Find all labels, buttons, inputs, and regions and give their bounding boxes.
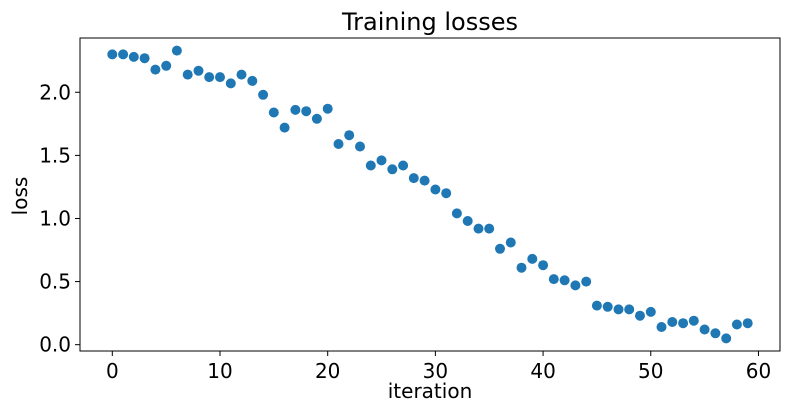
- data-point: [408, 173, 419, 184]
- data-point: [731, 319, 742, 330]
- data-point: [376, 155, 387, 166]
- data-point: [311, 113, 322, 124]
- data-point: [635, 310, 645, 321]
- x-tick-label: 10: [207, 359, 232, 383]
- y-tick-label: 0.0: [39, 333, 71, 357]
- data-point: [322, 103, 333, 114]
- data-point: [656, 322, 667, 332]
- data-point: [710, 328, 721, 339]
- data-point: [559, 275, 570, 286]
- data-point: [699, 324, 710, 335]
- data-point: [161, 60, 172, 71]
- data-point: [204, 72, 215, 83]
- data-point: [570, 280, 581, 291]
- data-point: [548, 274, 559, 285]
- data-point: [398, 160, 409, 171]
- data-point: [591, 300, 602, 311]
- data-point: [527, 253, 538, 264]
- data-point: [430, 184, 441, 195]
- data-point: [193, 65, 204, 76]
- data-point: [215, 72, 225, 83]
- data-point: [484, 223, 495, 234]
- y-tick-label: 1.5: [39, 143, 71, 167]
- data-point: [516, 262, 527, 273]
- y-tick-label: 2.0: [39, 80, 71, 104]
- data-point: [462, 216, 473, 226]
- data-point: [667, 317, 678, 327]
- data-point: [236, 69, 247, 80]
- data-point: [139, 53, 150, 64]
- data-point: [721, 333, 732, 344]
- data-point: [118, 49, 129, 60]
- x-tick-label: 60: [746, 359, 771, 383]
- data-point: [290, 104, 301, 115]
- data-point: [247, 75, 258, 86]
- data-point: [258, 89, 269, 100]
- data-point: [365, 160, 376, 171]
- data-point: [678, 318, 689, 329]
- y-tick-label: 0.5: [39, 270, 71, 294]
- data-point: [613, 304, 624, 315]
- data-point: [171, 45, 182, 56]
- data-point: [441, 188, 452, 199]
- x-axis-ticks: 0 10 20 30 40 50 60: [106, 351, 771, 383]
- data-point: [225, 78, 236, 89]
- data-point: [268, 107, 279, 118]
- data-point: [279, 122, 290, 133]
- data-point: [301, 106, 312, 117]
- data-point: [150, 64, 161, 75]
- x-tick-label: 30: [423, 359, 448, 383]
- x-axis-label: iteration: [388, 379, 473, 403]
- data-point: [581, 276, 592, 287]
- data-point: [128, 51, 139, 62]
- chart-title: Training losses: [341, 8, 518, 36]
- y-tick-label: 1.0: [39, 206, 71, 230]
- x-tick-label: 40: [530, 359, 555, 383]
- data-point: [624, 304, 635, 315]
- data-point: [645, 306, 656, 317]
- data-point: [355, 141, 365, 152]
- plot-frame: [79, 37, 781, 352]
- data-point: [495, 243, 505, 254]
- data-point: [419, 175, 430, 186]
- data-point: [742, 318, 753, 329]
- data-point: [688, 315, 699, 326]
- data-point: [451, 208, 462, 219]
- data-point: [344, 130, 355, 141]
- data-point: [538, 260, 549, 271]
- x-tick-label: 50: [638, 359, 663, 383]
- data-points: [107, 45, 753, 344]
- x-tick-label: 20: [315, 359, 340, 383]
- data-point: [505, 237, 516, 248]
- data-point: [387, 164, 398, 175]
- data-point: [333, 139, 344, 149]
- data-point: [602, 301, 613, 312]
- y-axis-label: loss: [8, 177, 32, 216]
- data-point: [107, 49, 118, 60]
- data-point: [473, 223, 484, 234]
- data-point: [182, 69, 193, 80]
- x-tick-label: 0: [106, 359, 119, 383]
- y-axis-ticks: 0.0 0.5 1.0 1.5 2.0: [39, 80, 80, 357]
